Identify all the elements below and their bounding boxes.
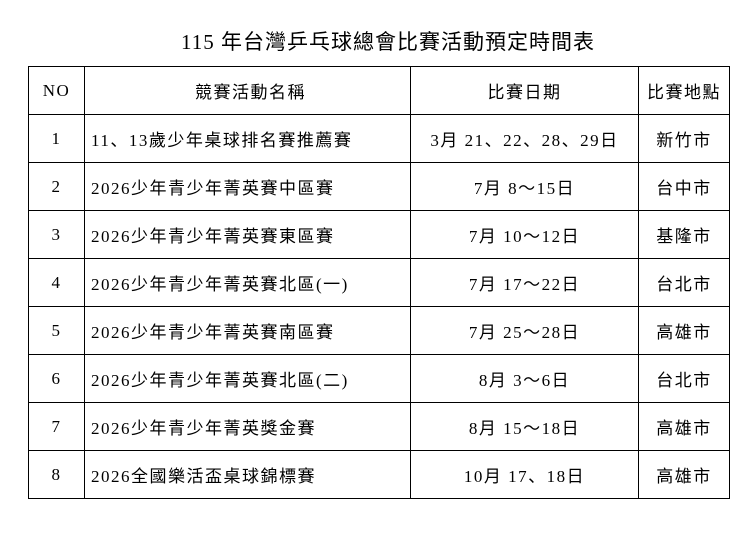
event-location: 高雄市 [638, 402, 730, 451]
row-number: 8 [28, 450, 85, 499]
event-location: 基隆市 [638, 210, 730, 259]
event-location: 高雄市 [638, 450, 730, 499]
schedule-table: NO 競賽活動名稱 比賽日期 比賽地點 1 11、13歲少年桌球排名賽推薦賽 3月 … [28, 66, 730, 499]
event-location: 高雄市 [638, 306, 730, 355]
event-date: 7月 8～15日 [410, 162, 639, 211]
header-no: NO [28, 66, 85, 115]
row-number: 6 [28, 354, 85, 403]
event-location: 台中市 [638, 162, 730, 211]
row-number: 1 [28, 114, 85, 163]
event-name: 2026少年青少年菁英賽東區賽 [84, 210, 411, 259]
header-event-name: 競賽活動名稱 [84, 66, 411, 115]
event-date: 3月 21、22、28、29日 [410, 114, 639, 163]
event-date: 10月 17、18日 [410, 450, 639, 499]
event-name: 2026少年青少年菁英獎金賽 [84, 402, 411, 451]
table-row: 3 2026少年青少年菁英賽東區賽 7月 10～12日 基隆市 [28, 210, 730, 259]
event-date: 7月 17～22日 [410, 258, 639, 307]
event-location: 台北市 [638, 258, 730, 307]
table-row: 6 2026少年青少年菁英賽北區(二) 8月 3～6日 台北市 [28, 354, 730, 403]
event-name: 11、13歲少年桌球排名賽推薦賽 [84, 114, 411, 163]
header-location: 比賽地點 [638, 66, 730, 115]
event-name: 2026全國樂活盃桌球錦標賽 [84, 450, 411, 499]
table-row: 4 2026少年青少年菁英賽北區(一) 7月 17～22日 台北市 [28, 258, 730, 307]
row-number: 3 [28, 210, 85, 259]
page-title: 115 年台灣乒乓球總會比賽活動預定時間表 [181, 30, 595, 54]
table-row: 8 2026全國樂活盃桌球錦標賽 10月 17、18日 高雄市 [28, 450, 730, 499]
row-number: 5 [28, 306, 85, 355]
event-date: 7月 10～12日 [410, 210, 639, 259]
event-name: 2026少年青少年菁英賽北區(一) [84, 258, 411, 307]
event-date: 8月 3～6日 [410, 354, 639, 403]
event-location: 台北市 [638, 354, 730, 403]
table-header-row: NO 競賽活動名稱 比賽日期 比賽地點 [28, 66, 730, 115]
header-date: 比賽日期 [410, 66, 639, 115]
event-name: 2026少年青少年菁英賽北區(二) [84, 354, 411, 403]
table-row: 1 11、13歲少年桌球排名賽推薦賽 3月 21、22、28、29日 新竹市 [28, 114, 730, 163]
event-name: 2026少年青少年菁英賽中區賽 [84, 162, 411, 211]
table-row: 5 2026少年青少年菁英賽南區賽 7月 25～28日 高雄市 [28, 306, 730, 355]
table-row: 2 2026少年青少年菁英賽中區賽 7月 8～15日 台中市 [28, 162, 730, 211]
table-row: 7 2026少年青少年菁英獎金賽 8月 15～18日 高雄市 [28, 402, 730, 451]
event-date: 8月 15～18日 [410, 402, 639, 451]
event-location: 新竹市 [638, 114, 730, 163]
event-name: 2026少年青少年菁英賽南區賽 [84, 306, 411, 355]
row-number: 4 [28, 258, 85, 307]
event-date: 7月 25～28日 [410, 306, 639, 355]
row-number: 2 [28, 162, 85, 211]
row-number: 7 [28, 402, 85, 451]
